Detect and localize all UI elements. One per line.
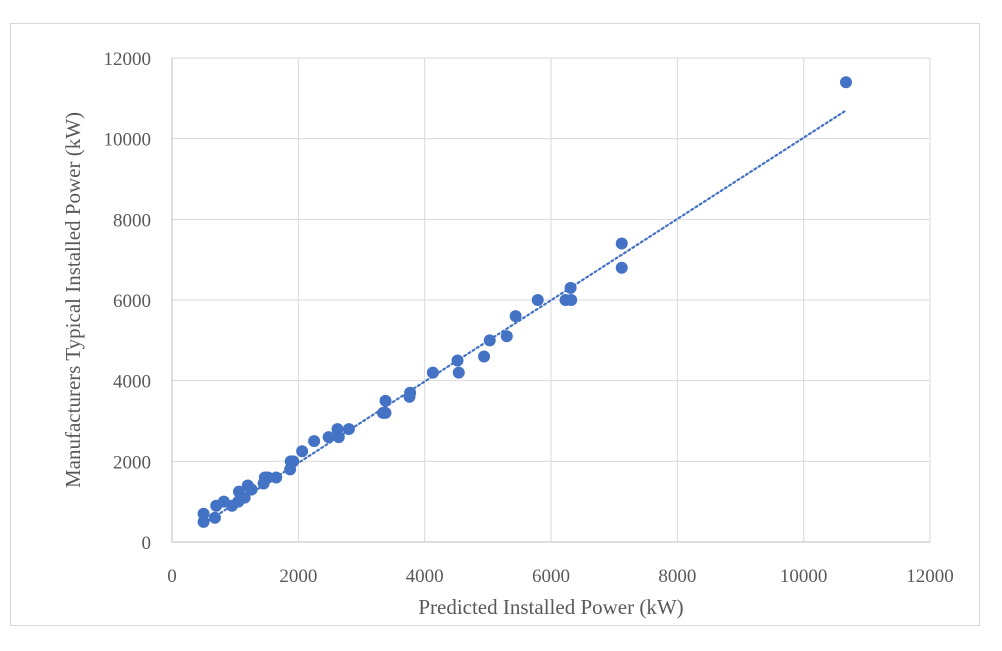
trendline-group bbox=[202, 108, 848, 525]
data-point bbox=[238, 491, 251, 504]
x-tick-label: 0 bbox=[167, 566, 177, 587]
data-point bbox=[342, 423, 355, 436]
data-point bbox=[564, 281, 577, 294]
x-tick-label: 10000 bbox=[780, 566, 828, 587]
y-axis-title: Manufacturers Typical Installed Power (k… bbox=[61, 112, 85, 488]
data-point bbox=[404, 386, 417, 399]
data-point bbox=[379, 394, 392, 407]
data-point bbox=[452, 366, 465, 379]
x-tick-label: 2000 bbox=[279, 566, 317, 587]
x-tick-label: 6000 bbox=[532, 566, 570, 587]
data-point bbox=[245, 483, 258, 496]
data-point bbox=[478, 350, 491, 363]
x-tick-label: 8000 bbox=[658, 566, 696, 587]
data-point bbox=[322, 431, 335, 444]
y-tick-label: 4000 bbox=[113, 372, 151, 393]
x-tick-label: 4000 bbox=[406, 566, 444, 587]
data-point bbox=[262, 471, 275, 484]
y-tick-label: 10000 bbox=[104, 130, 152, 151]
data-point bbox=[426, 366, 439, 379]
data-point bbox=[379, 406, 392, 419]
data-point bbox=[565, 294, 578, 306]
x-tick-labels: 0 2000 4000 6000 8000 10000 12000 bbox=[167, 566, 954, 587]
data-point bbox=[531, 294, 544, 306]
data-point bbox=[615, 261, 628, 274]
data-point bbox=[839, 76, 852, 89]
y-tick-label: 0 bbox=[142, 533, 152, 554]
y-tick-label: 2000 bbox=[113, 452, 151, 473]
data-points bbox=[197, 76, 852, 528]
data-point bbox=[270, 471, 283, 484]
data-point bbox=[197, 515, 210, 528]
data-point bbox=[509, 310, 522, 323]
x-tick-label: 12000 bbox=[906, 566, 954, 587]
data-point bbox=[287, 455, 300, 468]
data-point bbox=[615, 237, 628, 250]
y-tick-label: 12000 bbox=[104, 49, 152, 70]
y-tick-label: 8000 bbox=[113, 210, 151, 231]
axes bbox=[171, 58, 930, 543]
data-point bbox=[332, 431, 345, 444]
y-tick-label: 6000 bbox=[113, 291, 151, 312]
data-point bbox=[500, 330, 513, 343]
y-tick-labels: 0 2000 4000 6000 8000 10000 12000 bbox=[104, 49, 152, 554]
data-point bbox=[308, 435, 321, 448]
data-point bbox=[483, 334, 496, 347]
trendline bbox=[202, 108, 848, 525]
x-axis-title: Predicted Installed Power (kW) bbox=[418, 595, 683, 619]
data-point bbox=[296, 445, 309, 458]
data-point bbox=[451, 354, 464, 367]
data-point bbox=[208, 511, 221, 524]
